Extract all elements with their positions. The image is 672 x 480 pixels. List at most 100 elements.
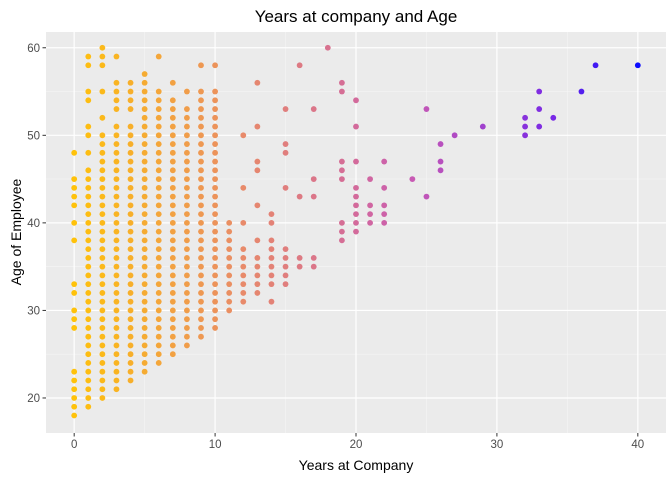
data-point (85, 132, 92, 139)
data-point (71, 184, 78, 191)
data-point (169, 193, 176, 200)
data-point (113, 325, 120, 331)
data-point (141, 281, 148, 288)
data-point (198, 97, 204, 104)
data-point (85, 237, 92, 244)
data-point (634, 62, 641, 69)
data-point (268, 281, 275, 288)
data-point (99, 228, 106, 235)
data-point (127, 184, 134, 191)
data-point (184, 263, 190, 270)
data-point (99, 316, 106, 323)
data-point (212, 325, 218, 331)
data-point (296, 263, 303, 270)
data-point (184, 114, 190, 121)
data-point (522, 114, 528, 121)
data-point (226, 272, 233, 279)
data-point (381, 184, 388, 191)
data-point (141, 360, 148, 366)
data-point (198, 211, 204, 218)
data-point (127, 351, 134, 358)
data-point (113, 377, 120, 384)
data-point (198, 184, 204, 191)
x-tick-label: 10 (209, 439, 222, 451)
data-point (99, 88, 106, 95)
data-point (198, 316, 204, 323)
data-point (226, 281, 233, 288)
data-point (141, 184, 148, 191)
data-point (268, 272, 275, 279)
data-point (155, 333, 162, 340)
data-point (155, 123, 162, 130)
data-point (85, 219, 92, 226)
data-point (296, 254, 303, 261)
data-point (155, 141, 162, 147)
data-point (169, 219, 176, 226)
data-point (169, 307, 176, 314)
data-point (310, 193, 317, 200)
chart-title: Years at company and Age (255, 7, 458, 26)
data-point (437, 167, 444, 174)
data-point (71, 316, 78, 323)
data-point (169, 342, 176, 349)
x-axis-ticks: 0 10 20 30 40 (71, 433, 644, 451)
data-point (212, 290, 218, 296)
data-point (155, 351, 162, 358)
data-point (127, 254, 134, 261)
data-point (282, 106, 289, 112)
data-point (226, 228, 233, 235)
data-point (169, 298, 176, 305)
data-point (254, 167, 261, 174)
data-point (212, 184, 218, 191)
data-point (169, 97, 176, 104)
data-point (198, 219, 204, 226)
data-point (71, 395, 78, 401)
data-point (99, 290, 106, 296)
data-point (127, 307, 134, 314)
data-point (184, 342, 190, 349)
data-point (353, 219, 359, 226)
y-axis-title: Age of Employee (8, 178, 24, 285)
data-point (127, 193, 134, 200)
data-point (141, 149, 148, 156)
data-point (85, 97, 92, 104)
data-point (169, 263, 176, 270)
data-point (212, 114, 218, 121)
data-point (282, 184, 289, 191)
data-point (184, 307, 190, 314)
data-point (127, 281, 134, 288)
data-point (99, 62, 106, 69)
data-point (212, 228, 218, 235)
data-point (169, 316, 176, 323)
data-point (169, 237, 176, 244)
data-point (113, 97, 120, 104)
data-point (198, 123, 204, 130)
data-point (240, 132, 247, 139)
data-point (198, 281, 204, 288)
data-point (127, 141, 134, 147)
data-point (536, 106, 543, 112)
data-point (99, 360, 106, 366)
data-point (339, 167, 345, 174)
data-point (85, 298, 92, 305)
data-point (71, 237, 78, 244)
data-point (113, 351, 120, 358)
data-point (127, 219, 134, 226)
data-point (169, 158, 176, 165)
data-point (184, 149, 190, 156)
data-point (141, 114, 148, 121)
data-point (99, 184, 106, 191)
data-point (127, 149, 134, 156)
data-point (155, 342, 162, 349)
data-point (85, 342, 92, 349)
data-point (85, 246, 92, 253)
data-point (254, 281, 261, 288)
data-point (184, 298, 190, 305)
data-point (339, 88, 345, 95)
data-point (169, 79, 176, 86)
data-point (141, 97, 148, 104)
data-point (226, 307, 233, 314)
data-point (127, 325, 134, 331)
data-point (85, 395, 92, 401)
x-tick-label: 30 (491, 439, 504, 451)
